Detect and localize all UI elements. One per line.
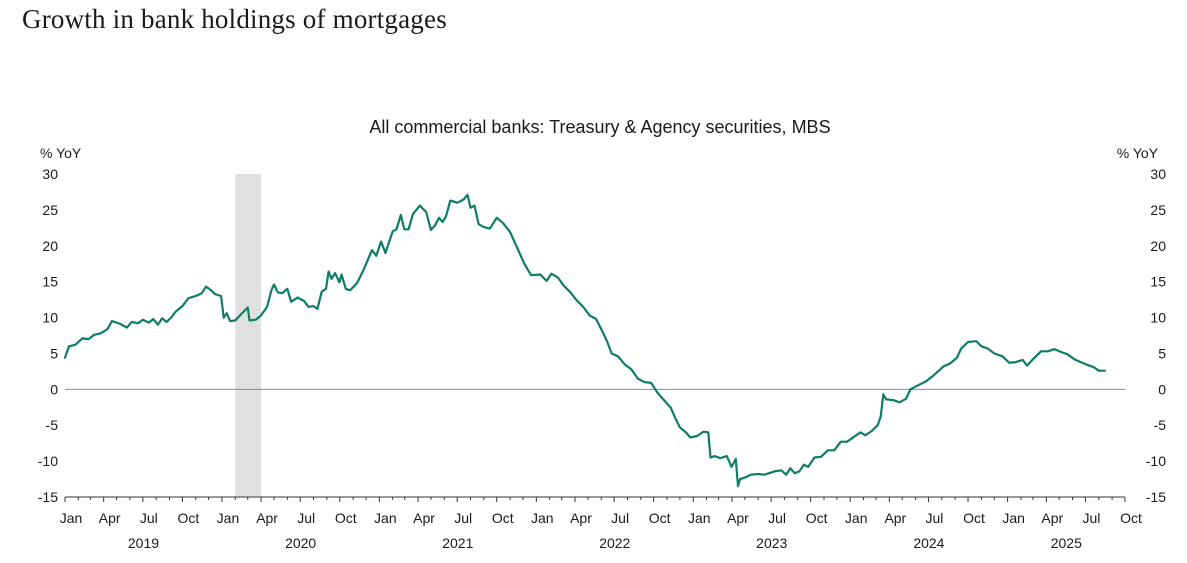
y-tick-label-right: -10 [1146, 453, 1166, 469]
y-tick-label-left: 25 [42, 202, 58, 218]
y-tick-label-left: 10 [42, 310, 58, 326]
x-tick-label: Jan [688, 510, 711, 526]
chart-title: All commercial banks: Treasury & Agency … [369, 117, 830, 137]
x-year-label: 2019 [128, 535, 159, 551]
x-tick-label: Oct [335, 510, 357, 526]
x-tick-label: Jul [454, 510, 472, 526]
x-year-label: 2025 [1051, 535, 1082, 551]
y-ticks-layer: 30 30 25 25 20 20 15 15 10 10 5 5 0 0 -5 -5 -10 -10 -15 -15 [38, 166, 1166, 505]
x-axis-layer: Jan Apr Jul Oct Jan Apr Jul Oct Jan Apr Jul Oct Jan A… [60, 496, 1142, 551]
x-tick-label: Oct [178, 510, 200, 526]
y-tick-label-left: 0 [50, 381, 58, 397]
x-tick-label: Jan [60, 510, 83, 526]
y-tick-label-left: 20 [42, 238, 58, 254]
x-tick-label: Apr [570, 510, 592, 526]
x-tick-label: Jul [1082, 510, 1100, 526]
x-tick-label: Apr [99, 510, 121, 526]
x-tick-label: Jan [374, 510, 397, 526]
x-tick-label: Oct [1120, 510, 1142, 526]
y-tick-label-left: 15 [42, 274, 58, 290]
x-tick-label: Apr [413, 510, 435, 526]
x-tick-label: Jul [140, 510, 158, 526]
x-tick-label: Jul [611, 510, 629, 526]
x-tick-label: Jan [531, 510, 554, 526]
page-title: Growth in bank holdings of mortgages [22, 4, 447, 34]
x-tick-label: Jul [297, 510, 315, 526]
x-year-label: 2023 [756, 535, 787, 551]
y-axis-label-left: % YoY [40, 145, 82, 161]
x-tick-label: Jul [768, 510, 786, 526]
y-tick-label-left: -10 [38, 453, 58, 469]
x-tick-label: Oct [806, 510, 828, 526]
y-tick-label-right: 15 [1150, 274, 1166, 290]
x-tick-label: Apr [1041, 510, 1063, 526]
x-tick-label: Apr [256, 510, 278, 526]
x-year-label: 2022 [599, 535, 630, 551]
y-axis-label-right: % YoY [1117, 145, 1159, 161]
y-tick-label-right: 0 [1158, 381, 1166, 397]
x-tick-label: Oct [963, 510, 985, 526]
x-tick-label: Jul [926, 510, 944, 526]
x-tick-label: Oct [649, 510, 671, 526]
x-tick-label: Apr [884, 510, 906, 526]
y-tick-label-left: 30 [42, 166, 58, 182]
y-tick-label-right: 25 [1150, 202, 1166, 218]
recession-shading-layer [235, 174, 262, 497]
y-tick-label-right: 10 [1150, 310, 1166, 326]
x-tick-label: Oct [492, 510, 514, 526]
x-year-label: 2020 [285, 535, 316, 551]
series-line [63, 193, 1106, 488]
x-tick-label: Jan [217, 510, 240, 526]
series-layer [63, 193, 1106, 488]
y-tick-label-right: -5 [1154, 417, 1167, 433]
x-tick-label: Jan [1002, 510, 1025, 526]
y-tick-label-right: -15 [1146, 489, 1166, 505]
y-tick-label-right: 5 [1158, 345, 1166, 361]
x-tick-label: Jan [845, 510, 868, 526]
y-tick-label-left: -5 [46, 417, 59, 433]
x-tick-label: Apr [727, 510, 749, 526]
y-tick-label-left: 5 [50, 345, 58, 361]
x-year-label: 2021 [442, 535, 473, 551]
y-tick-label-right: 20 [1150, 238, 1166, 254]
y-tick-label-right: 30 [1150, 166, 1166, 182]
recession-shade [235, 174, 262, 497]
y-tick-label-left: -15 [38, 489, 58, 505]
x-year-label: 2024 [913, 535, 944, 551]
